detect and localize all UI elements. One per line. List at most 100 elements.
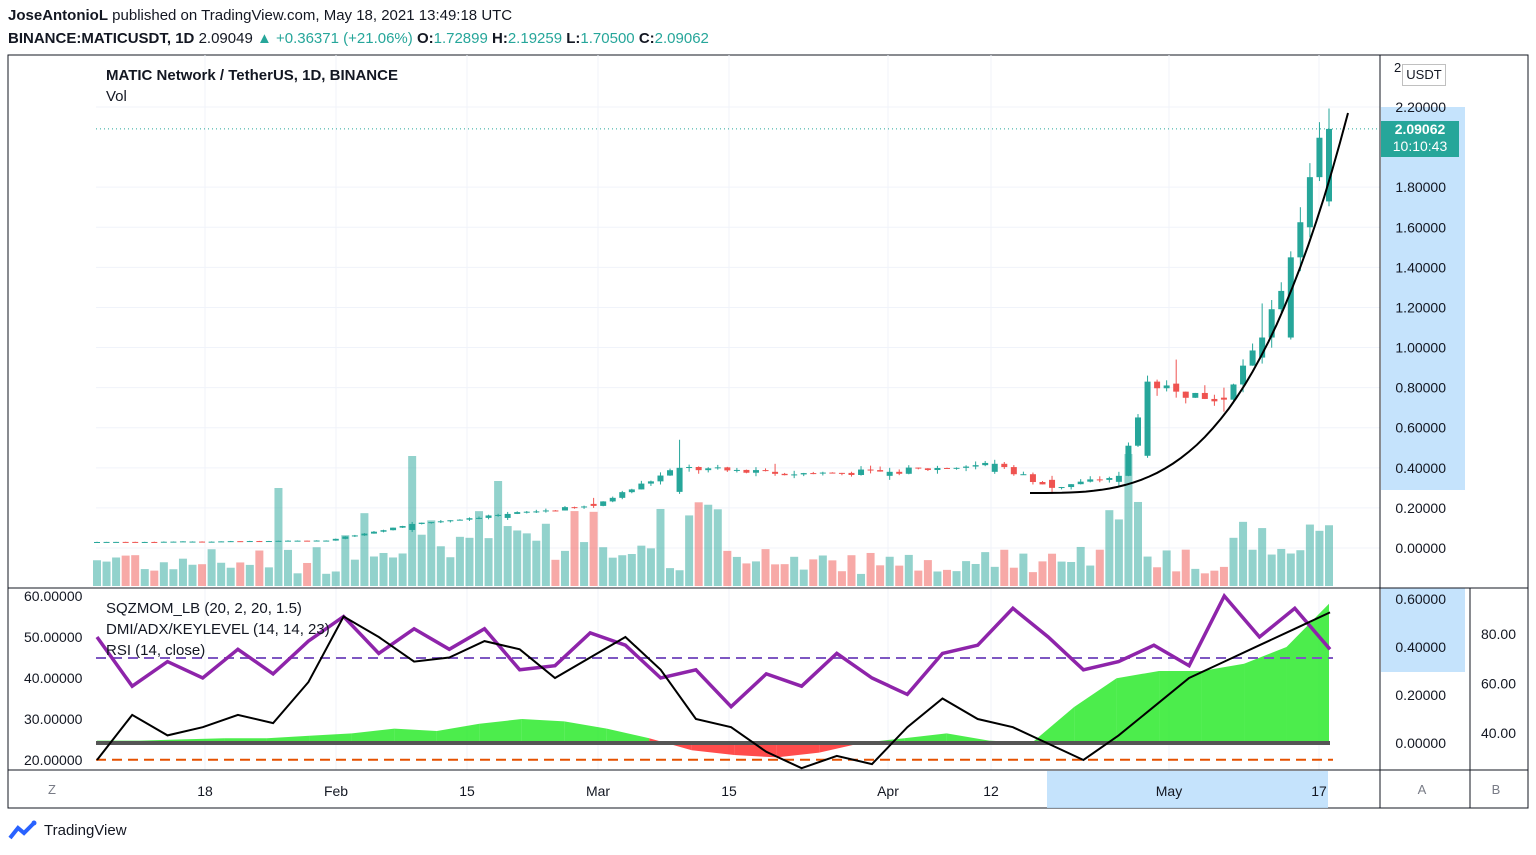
candle-body — [151, 541, 158, 543]
volume-bar — [771, 564, 780, 586]
rsi-tick-label: 40.00 — [1481, 725, 1516, 741]
volume-bar — [637, 545, 646, 586]
volume-bar — [1086, 565, 1095, 586]
candle-body — [361, 533, 368, 536]
candle-body — [724, 467, 731, 471]
candle-body — [428, 522, 435, 524]
volume-bar — [551, 559, 560, 586]
volume-bar — [369, 556, 378, 586]
volume-bar — [780, 564, 789, 586]
date-range-highlight — [1047, 771, 1328, 808]
candle-body — [1068, 484, 1075, 488]
volume-bar — [1267, 554, 1276, 586]
candle-body — [399, 526, 406, 528]
volume-bar — [1277, 548, 1286, 586]
volume-bar — [398, 553, 407, 586]
close-label: C: — [638, 30, 655, 47]
candle-body — [1049, 479, 1056, 488]
volume-bar — [723, 550, 732, 586]
candle-body — [867, 469, 874, 471]
squeeze-tick-label: 0.40000 — [1395, 639, 1446, 655]
volume-bar — [264, 567, 273, 586]
volume-bar — [93, 560, 101, 586]
footer: TradingView — [8, 820, 127, 840]
candle-body — [237, 541, 244, 543]
candle-body — [991, 463, 998, 472]
squeeze-area-segment — [351, 728, 395, 743]
volume-bar — [360, 513, 369, 586]
volume-bar — [1143, 556, 1152, 586]
volume-bar — [580, 542, 589, 586]
high-label: H: — [492, 30, 508, 47]
candle-body — [313, 540, 320, 542]
volume-bar — [1325, 525, 1333, 586]
candle-body — [504, 513, 511, 518]
candle-body — [514, 512, 521, 514]
log-scale-button[interactable]: B — [1491, 782, 1501, 797]
candle-body — [1249, 350, 1256, 366]
volume-bar — [818, 555, 827, 586]
author[interactable]: JoseAntonioL — [8, 7, 108, 24]
candle-body — [160, 541, 167, 543]
candle-body — [542, 510, 549, 512]
candle-body — [447, 520, 454, 522]
candle-body — [533, 511, 540, 513]
volume-bar — [140, 569, 149, 586]
volume-bar — [1305, 524, 1314, 586]
rsi-tick-label: 60.00 — [1481, 676, 1516, 692]
candle-body — [1010, 467, 1017, 475]
volume-bar — [1172, 571, 1181, 586]
volume-bar — [341, 535, 350, 586]
candle-body — [227, 541, 234, 543]
squeeze-area-segment — [776, 743, 820, 758]
volume-bar — [408, 456, 417, 586]
candle-body — [1173, 383, 1180, 392]
volume-bar — [1028, 572, 1037, 586]
rsi-tick-label: 80.00 — [1481, 626, 1516, 642]
volume-bar — [217, 562, 226, 586]
brand-name[interactable]: TradingView — [44, 821, 127, 839]
candle-body — [781, 473, 788, 476]
candle-body — [552, 510, 559, 512]
candle-body — [523, 511, 530, 513]
volume-bar — [847, 555, 856, 586]
volume-bar — [1248, 549, 1257, 586]
volume-bar — [112, 557, 121, 586]
price-badge-value: 2.09062 — [1394, 121, 1446, 137]
axis-highlights — [1047, 107, 1465, 808]
axes: 2.20000 1.80000 1.60000 1.40000 1.20000 1.000… — [8, 55, 1528, 808]
volume-bar — [761, 549, 770, 586]
candle-body — [1144, 381, 1151, 456]
price-tick-label: 0.40000 — [1395, 460, 1446, 476]
tradingview-logo-icon — [8, 820, 37, 840]
price-tick-label: 1.40000 — [1395, 259, 1446, 275]
volume-bar — [809, 559, 818, 586]
volume-bar — [455, 536, 464, 586]
volume-bar — [675, 570, 684, 586]
candle-body — [657, 475, 664, 482]
squeeze-tick-label: 0.00000 — [1395, 735, 1446, 751]
volume-bar — [1229, 537, 1238, 586]
candle-body — [1220, 397, 1227, 400]
time-tick-label: 12 — [983, 783, 999, 799]
candle-body — [351, 535, 358, 537]
momentum-range-highlight — [1381, 588, 1465, 672]
volume-bar — [436, 546, 445, 586]
squeeze-area-segment — [1244, 647, 1287, 743]
zoom-button[interactable]: Z — [48, 782, 56, 797]
candle-body — [628, 489, 635, 493]
squeeze-area-segment — [309, 733, 352, 743]
price-range-highlight — [1381, 107, 1465, 490]
auto-scale-button[interactable]: A — [1417, 782, 1427, 797]
volume-bar — [1200, 573, 1209, 586]
candle-body — [1134, 417, 1141, 446]
volume-bar — [522, 533, 531, 586]
time-tick-label: Mar — [586, 783, 610, 799]
currency-button[interactable]: USDT — [1402, 64, 1446, 86]
chart-title: MATIC Network / TetherUS, 1D, BINANCE — [106, 67, 398, 84]
volume-bar — [895, 565, 904, 586]
oscillator-tick-label: 30.00000 — [24, 711, 83, 727]
candle-body — [714, 467, 721, 469]
squeeze-area-segment — [479, 719, 522, 743]
